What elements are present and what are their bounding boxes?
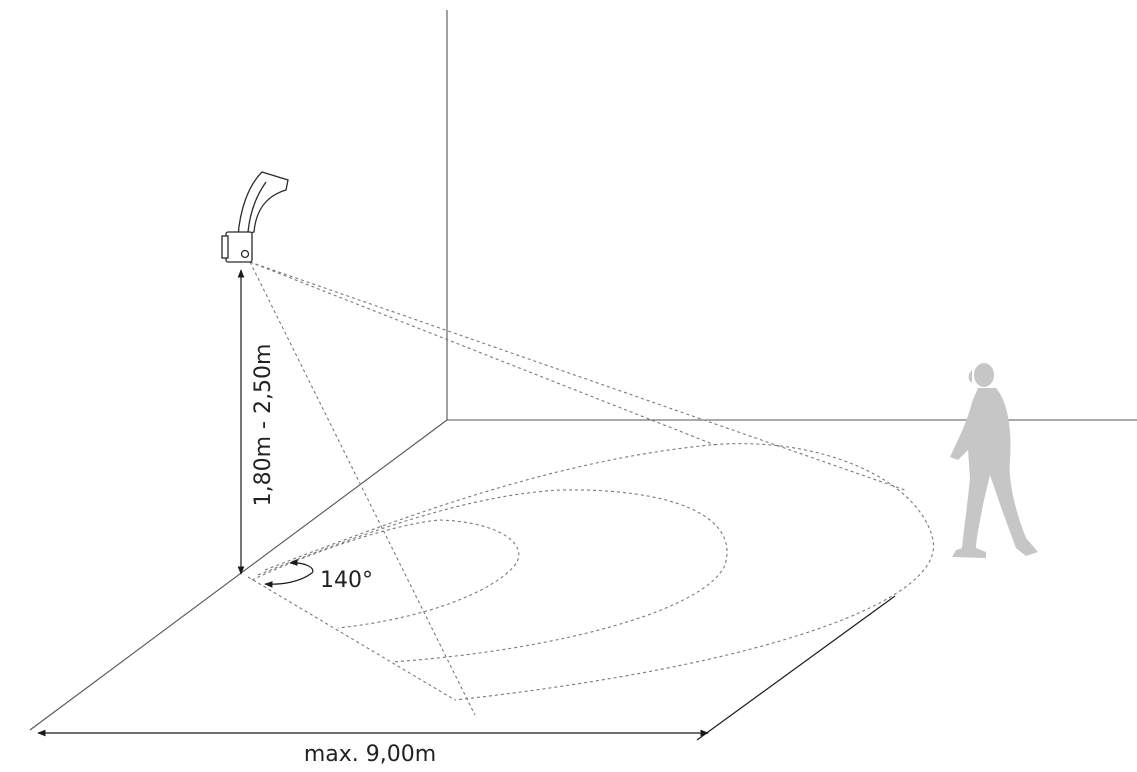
lamp-base-icon <box>225 231 253 263</box>
max-range-label: max. 9,00m <box>304 742 436 767</box>
angle-arc-lower <box>264 572 313 588</box>
height-dimension: 1,80m - 2,50m <box>237 269 276 575</box>
lamp-bracket-icon <box>221 235 229 259</box>
detection-zone-medium <box>257 489 728 663</box>
beam-far <box>249 261 906 491</box>
height-range-label: 1,80m - 2,50m <box>251 344 276 507</box>
detection-zone-large <box>264 443 935 701</box>
wall-mounted-sensor-lamp-icon <box>221 171 289 263</box>
walking-person-icon <box>950 363 1038 558</box>
motion-sensor-icon <box>240 249 250 259</box>
detection-angle-label: 140° <box>320 568 373 593</box>
angle-arc-upper <box>289 559 314 574</box>
left-floor-edge <box>29 419 448 731</box>
range-end-line <box>696 595 896 741</box>
beam-mid <box>249 261 716 446</box>
detection-zone-small <box>251 519 520 629</box>
beam-near <box>249 261 476 716</box>
detection-zones <box>251 443 935 701</box>
beam-floor-left <box>247 576 456 701</box>
lamp-arm-icon <box>237 171 289 237</box>
angle-indicator: 140° <box>264 559 373 593</box>
room-outline <box>29 10 1137 731</box>
lamp-arm-inner-icon <box>247 181 267 233</box>
range-dimension: max. 9,00m <box>37 595 896 767</box>
sensor-beams <box>247 261 906 716</box>
